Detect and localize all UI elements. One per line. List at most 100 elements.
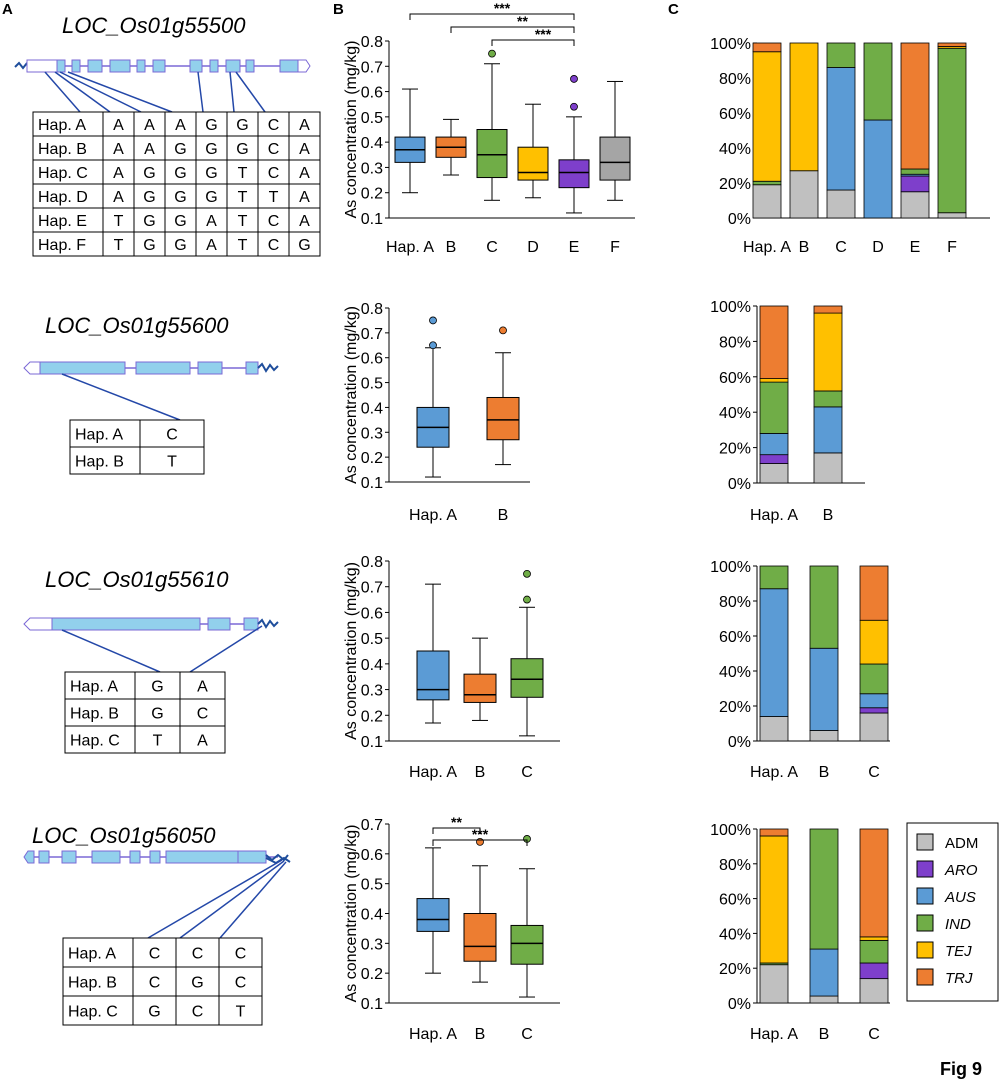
y-tick-label: 0.5 [361,110,383,127]
table-cell-border [164,159,197,185]
y-tick-label: 100% [710,822,751,839]
significance-stars: *** [535,26,552,42]
bar-segment-adm [759,716,789,742]
bar-segment-ind [809,565,839,649]
y-tick-label: 100% [710,559,751,576]
table-cell-border [64,698,136,727]
y-tick-label: 20% [719,699,751,716]
bar-segment-aus [813,406,843,454]
snp-allele: G [143,189,155,206]
x-category-label: B [819,764,830,781]
snp-allele: G [151,706,163,723]
y-tick-label: 0.2 [361,186,383,203]
bar-segment-tej [813,312,843,392]
gene-name-3: LOC_Os01g55610 [45,567,229,592]
bar-segment-ind [759,381,789,434]
table-cell-border [102,183,135,209]
bar-segment-adm [859,712,889,742]
y-tick-label: 80% [719,594,751,611]
bar-segment-ind [826,42,856,68]
bar-segment-trj [752,42,782,53]
hap-label: Hap. C [70,733,120,750]
y-tick-label: 0.3 [361,425,383,442]
snp-allele: C [268,237,280,254]
snp-allele: T [153,733,163,750]
y-tick-label: 100% [710,36,751,53]
y-tick-label: 40% [719,664,751,681]
y-tick-label: 0.5 [361,877,383,894]
y-tick-label: 0.6 [361,605,383,622]
snp-allele: G [205,141,217,158]
table-cell-border [32,231,104,257]
legend-label-trj: TRJ [945,970,973,987]
x-category-label: Hap. A [409,507,457,524]
box-iqr [463,913,497,962]
y-tick-label: 0.6 [361,847,383,864]
snp-allele: C [235,975,247,992]
bar-segment-trj [813,305,843,314]
y-tick-label: 0.2 [361,708,383,725]
stacked-bar-LOC_Os01g55500: 0% 20% 40% 60% 80% 100% Hap. A B C D E F [710,36,990,256]
stacked-bar-LOC_Os01g55610: 0% 20% 40% 60% 80% 100% Hap. A B C [710,559,890,781]
legend-swatch-aro [916,860,934,878]
x-category-label: Hap. A [743,239,791,256]
significance-bracket [432,827,481,834]
x-category-label: D [527,239,539,256]
bar-segment-aus [759,433,789,456]
snp-allele: G [205,189,217,206]
y-tick-label: 0.8 [361,34,383,51]
box-iqr [517,146,549,181]
significance-bracket [491,39,575,46]
outlier-point [523,569,531,578]
legend-label-aus: AUS [944,889,976,906]
gene-name-4: LOC_Os01g56050 [32,823,216,848]
snp-connectors-3 [61,625,263,673]
snp-allele: A [113,189,124,206]
table-cell-border [133,135,166,161]
legend-swatch-aus [916,887,934,905]
snp-allele: G [151,679,163,696]
snp-allele: T [167,454,177,471]
bar-segment-adm [759,463,789,484]
y-tick-label: 0.3 [361,936,383,953]
snp-allele: A [197,733,208,750]
table-cell-border [32,111,104,137]
y-tick-label: 80% [719,71,751,88]
table-cell-border [257,231,290,257]
y-tick-label: 0% [728,211,751,228]
bar-segment-trj [900,42,930,170]
bar-segment-aro [859,707,889,714]
snp-allele: A [299,213,310,230]
y-tick-label: 0.5 [361,376,383,393]
y-tick-label: 0.5 [361,631,383,648]
snp-allele: C [268,165,280,182]
snp-allele: A [113,141,124,158]
bar-segment-aus [809,647,839,731]
significance-stars: ** [451,814,462,830]
bar-segment-aus [759,588,789,717]
y-tick-label: 0.6 [361,85,383,102]
box-iqr [558,159,590,189]
y-tick-label: 0.8 [361,554,383,571]
significance-stars: ** [517,13,528,29]
hap-label: Hap. B [75,454,124,471]
bar-segment-adm [759,964,789,1004]
legend-label-adm: ADM [945,835,978,852]
table-cell-border [139,446,205,475]
table-cell-border [102,159,135,185]
table-cell-border [257,135,290,161]
x-category-label: C [521,764,533,781]
y-tick-label: 0.7 [361,59,383,76]
bar-segment-ind [863,42,893,121]
snp-allele: C [166,427,178,444]
outlier-point [488,49,496,58]
gene-model-2 [23,361,279,375]
y-tick-label: 80% [719,334,751,351]
snp-allele: C [192,946,204,963]
table-cell-border [132,995,177,1026]
x-category-label: F [610,239,620,256]
y-tick-label: 0.4 [361,907,383,924]
snp-allele: G [236,141,248,158]
